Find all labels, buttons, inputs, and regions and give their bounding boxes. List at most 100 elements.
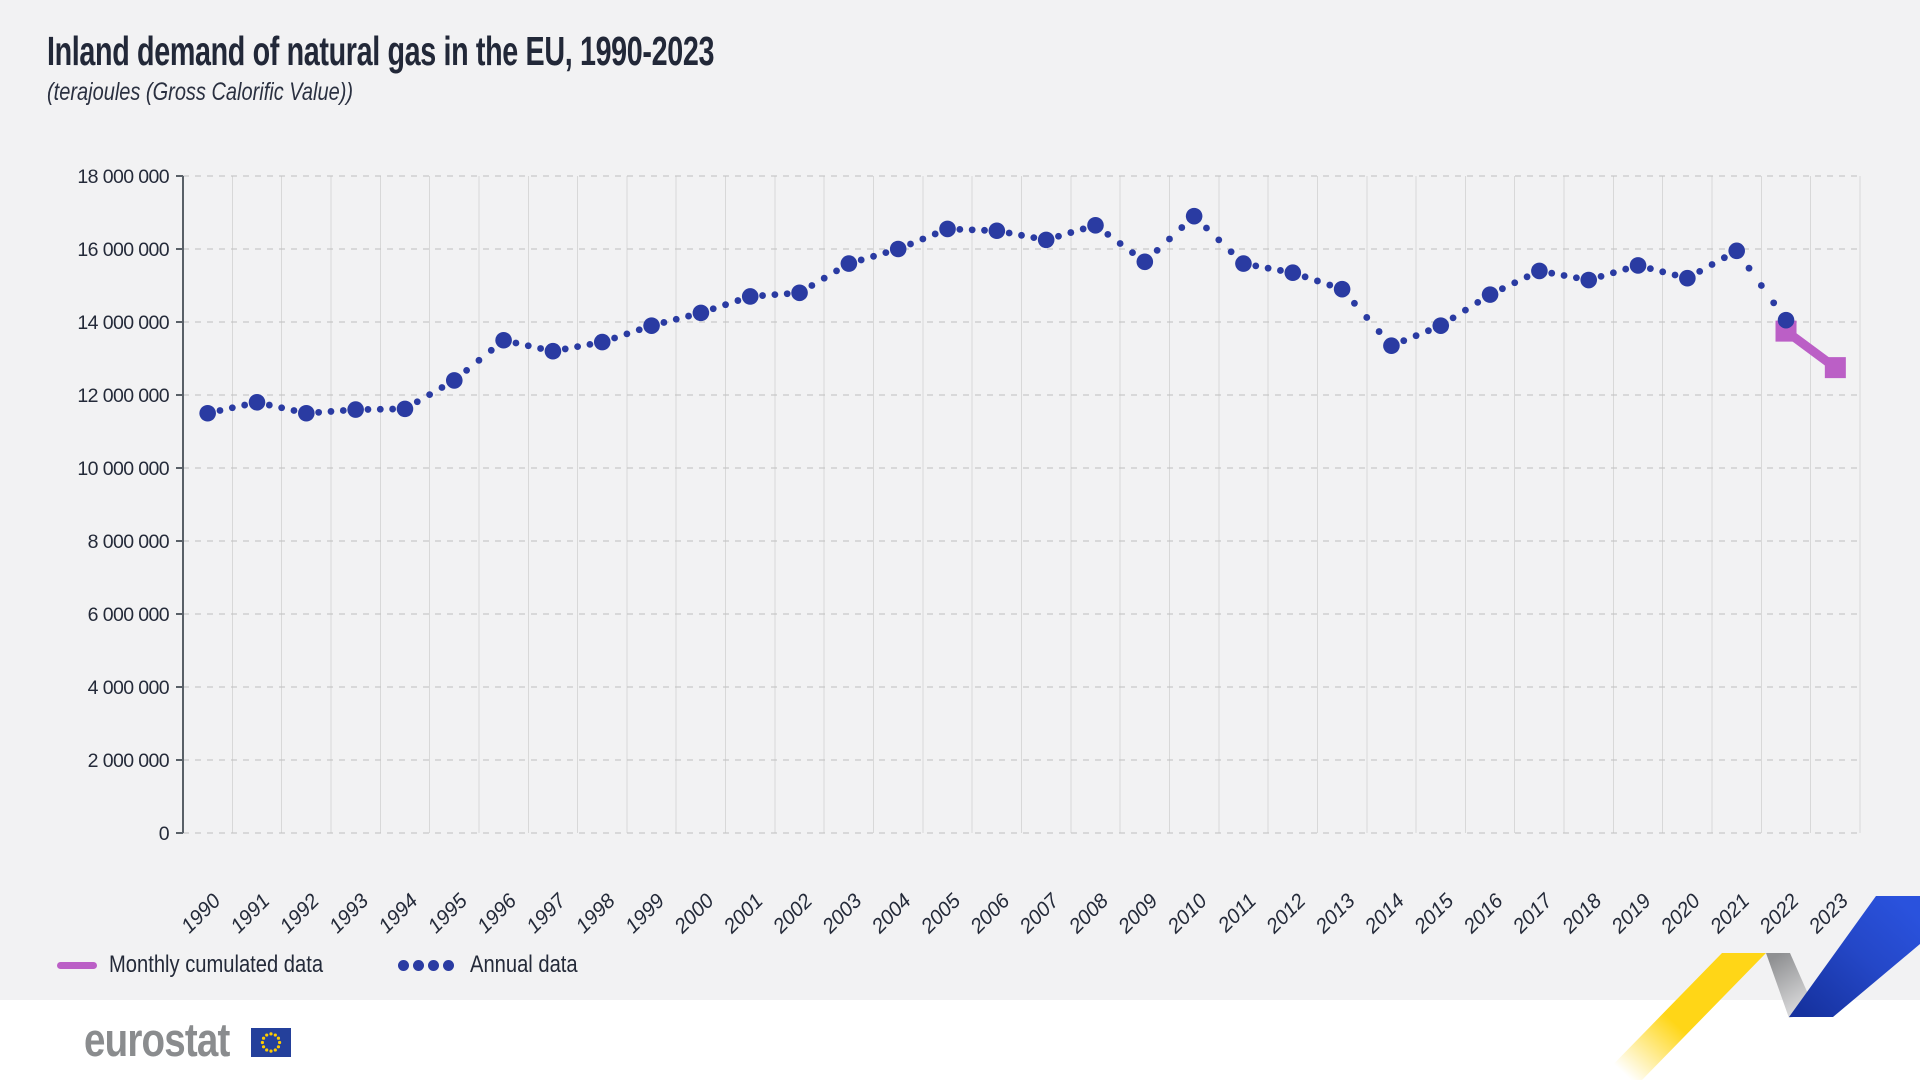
- annual-connector-dot: [1462, 306, 1469, 314]
- annual-data-point: [1383, 337, 1400, 355]
- annual-connector-dot: [315, 408, 323, 416]
- annual-connector-dot: [278, 404, 286, 412]
- annual-data-point: [1136, 253, 1154, 271]
- flag-star: [262, 1036, 266, 1040]
- annual-connector-dot: [1425, 327, 1432, 335]
- x-axis-label: 1995: [423, 889, 472, 938]
- annual-connector-dot: [574, 343, 581, 351]
- annual-connector-dot: [981, 226, 988, 234]
- annual-connector-dot: [1659, 268, 1667, 276]
- x-axis-label: 1992: [275, 889, 324, 938]
- y-axis-label: 16 000 000: [77, 239, 169, 261]
- annual-connector-dot: [265, 401, 273, 409]
- annual-connector-dot: [1412, 332, 1420, 340]
- x-axis-label: 2004: [867, 889, 916, 938]
- x-axis-label: 2017: [1508, 888, 1558, 938]
- annual-connector-dot: [1708, 261, 1716, 268]
- annual-data-point: [1629, 257, 1647, 274]
- annual-connector-dot: [512, 339, 520, 347]
- annual-connector-dot: [438, 384, 446, 391]
- annual-data-point: [1777, 311, 1795, 329]
- annual-connector-dot: [833, 267, 840, 275]
- annual-connector-dot: [1252, 262, 1260, 270]
- x-axis-label: 2010: [1162, 889, 1212, 939]
- x-axis-label: 2003: [817, 889, 867, 939]
- annual-connector-dot: [487, 346, 495, 354]
- annual-connector-dot: [426, 391, 434, 399]
- annual-connector-dot: [623, 330, 631, 338]
- annual-connector-dot: [290, 407, 298, 414]
- y-axis-label: 12 000 000: [77, 385, 169, 407]
- annual-connector-dot: [561, 345, 569, 353]
- annual-connector-dot: [709, 305, 717, 313]
- x-axis-label: 2019: [1606, 889, 1655, 938]
- annual-data-point: [692, 304, 710, 322]
- annual-connector-dot: [1523, 273, 1531, 281]
- annual-connector-dot: [956, 225, 964, 233]
- x-axis-label: 1997: [522, 888, 572, 938]
- flag-star: [261, 1040, 265, 1044]
- annual-data-point: [1235, 255, 1252, 272]
- annual-data-point: [988, 222, 1006, 240]
- annual-connector-dot: [1067, 229, 1075, 236]
- annual-connector-dot: [870, 252, 877, 260]
- annual-connector-dot: [1301, 273, 1309, 281]
- x-axis-label: 1990: [177, 889, 226, 938]
- x-axis-label: 2022: [1754, 889, 1804, 939]
- annual-data-point: [1728, 242, 1745, 260]
- annual-connector-dot: [783, 290, 791, 298]
- annual-data-point: [840, 255, 858, 272]
- annual-connector-dot: [537, 345, 544, 352]
- annual-data-point: [1481, 286, 1499, 303]
- annual-connector-dot: [339, 407, 347, 414]
- annual-connector-dot: [241, 401, 249, 409]
- eurostat-logo-text: eurostat: [84, 1013, 230, 1066]
- annual-connector-dot: [968, 226, 976, 234]
- annual-data-point: [298, 404, 315, 422]
- annual-connector-dot: [808, 282, 816, 289]
- annual-data-point: [1037, 231, 1055, 249]
- annual-connector-dot: [1079, 225, 1087, 233]
- x-axis-label: 2023: [1804, 889, 1854, 939]
- annual-connector-dot: [1351, 299, 1358, 307]
- annual-connector-dot: [1609, 269, 1617, 277]
- page-subtitle-text: (terajoules (Gross Calorific Value)): [47, 78, 354, 106]
- annual-connector-dot: [1696, 267, 1704, 275]
- legend-annual-label: Annual data: [469, 951, 578, 978]
- annual-connector-dot: [1375, 328, 1383, 335]
- annual-connector-dot: [1153, 246, 1161, 254]
- x-axis-label: 2011: [1213, 889, 1261, 937]
- annual-connector-dot: [931, 230, 939, 238]
- annual-connector-dot: [1264, 264, 1272, 272]
- x-axis-label: 1999: [621, 889, 670, 938]
- annual-connector-dot: [1005, 229, 1013, 237]
- annual-connector-dot: [1227, 248, 1235, 256]
- x-axis-label: 2001: [719, 889, 768, 938]
- annual-connector-dot: [1178, 224, 1186, 231]
- annual-connector-dot: [586, 340, 594, 348]
- annual-connector-dot: [1449, 314, 1457, 322]
- annual-connector-dot: [635, 326, 643, 334]
- page-title: Inland demand of natural gas in the EU, …: [47, 28, 1000, 75]
- annual-connector-dot: [1511, 279, 1519, 287]
- annual-connector-dot: [1400, 337, 1408, 345]
- annual-connector-dot: [907, 240, 914, 248]
- x-axis-label: 2000: [669, 889, 719, 939]
- annual-connector-dot: [919, 235, 927, 243]
- annual-connector-dot: [1363, 314, 1371, 321]
- x-axis-label: 1998: [571, 889, 620, 938]
- annual-connector-dot: [463, 366, 471, 374]
- annual-data-point: [248, 394, 266, 411]
- flag-star: [269, 1031, 274, 1035]
- annual-data-point: [593, 333, 611, 351]
- annual-connector-dot: [1597, 272, 1605, 280]
- annual-connector-dot: [1326, 281, 1334, 289]
- annual-data-point: [889, 240, 907, 258]
- annual-data-point: [199, 404, 216, 422]
- annual-connector-dot: [389, 405, 397, 413]
- annual-connector-dot: [364, 406, 372, 413]
- y-axis-label: 6 000 000: [88, 604, 170, 626]
- annual-connector-dot: [475, 356, 483, 364]
- annual-connector-dot: [1166, 235, 1173, 243]
